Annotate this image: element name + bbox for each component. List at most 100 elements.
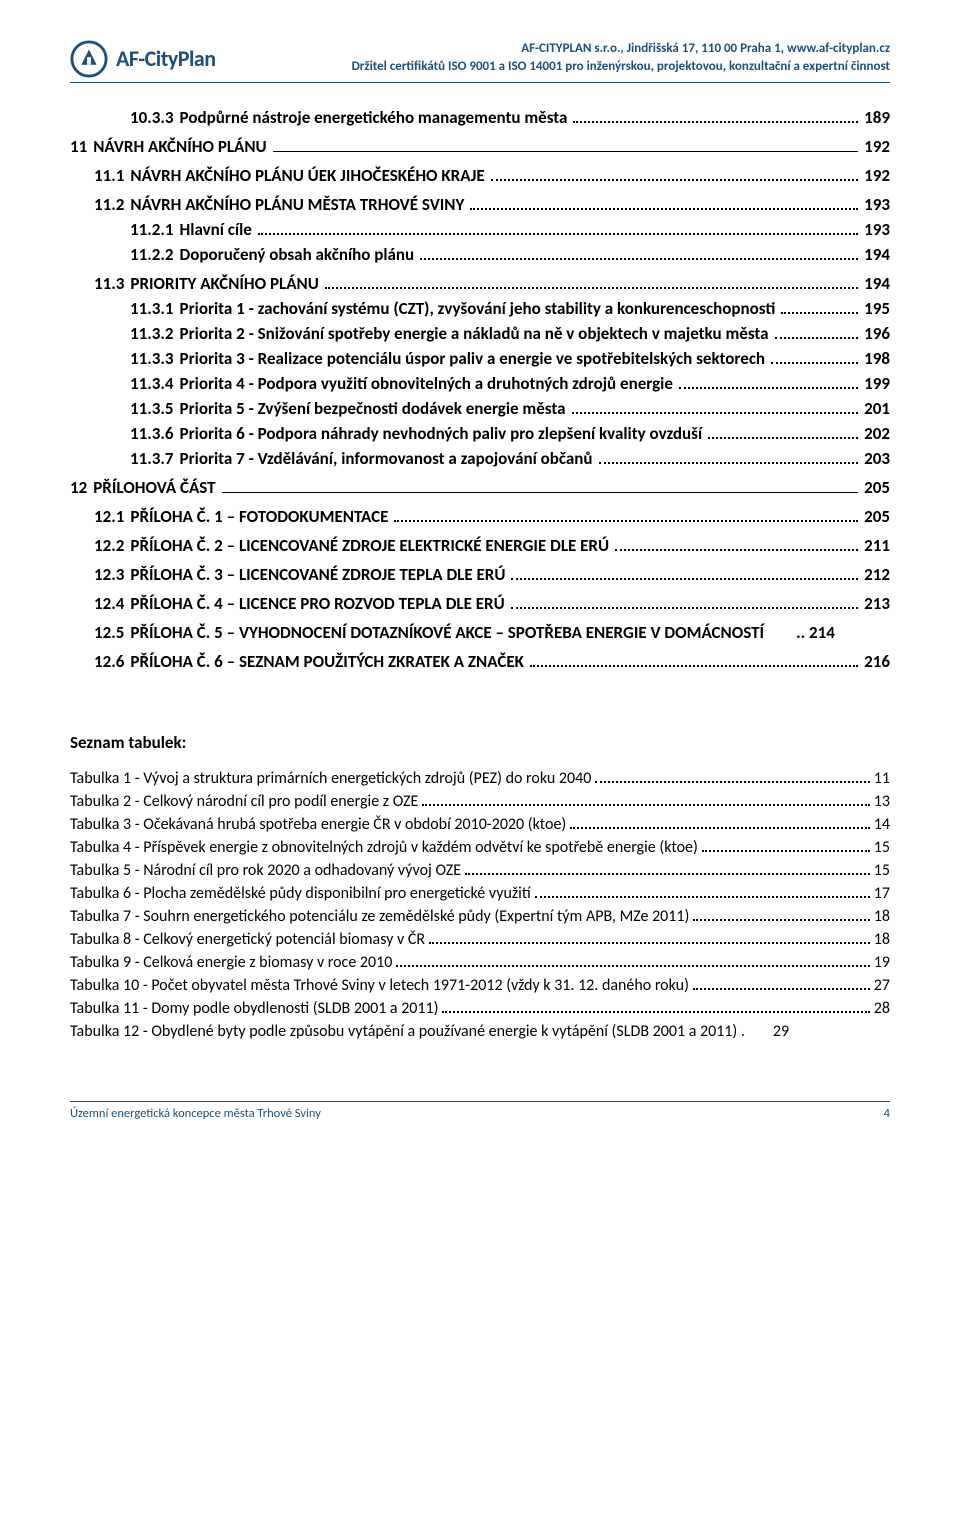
table-list-entry[interactable]: Tabulka 5 - Národní cíl pro rok 2020 a o… [70, 861, 890, 880]
logo-block: AF-CityPlan [70, 40, 216, 78]
table-title: Tabulka 12 - Obydlené byty podle způsobu… [70, 1022, 745, 1041]
tables-heading: Seznam tabulek: [70, 732, 890, 753]
table-list-entry[interactable]: Tabulka 9 - Celková energie z biomasy v … [70, 953, 890, 972]
company-line: AF-CITYPLAN s.r.o., Jindřišská 17, 110 0… [216, 40, 890, 58]
table-title: Tabulka 4 - Příspěvek energie z obnovite… [70, 838, 698, 857]
table-title: Tabulka 1 - Vývoj a struktura primárních… [70, 769, 591, 788]
table-page: 29 [773, 1022, 789, 1041]
toc-entry[interactable]: 11NÁVRH AKČNÍHO PLÁNU192 [70, 136, 890, 157]
toc-title: NÁVRH AKČNÍHO PLÁNU ÚEK JIHOČESKÉHO KRAJ… [130, 165, 484, 186]
toc-title: Podpůrné nástroje energetického manageme… [180, 107, 568, 128]
toc-number: 11.3.2 [130, 323, 174, 344]
toc-page: 205 [864, 477, 890, 498]
toc-title: Priorita 2 - Snižování spotřeby energie … [180, 323, 769, 344]
toc-container: 10.3.3 Podpůrné nástroje energetického ma… [70, 107, 890, 672]
toc-leader [511, 578, 858, 580]
toc-entry[interactable]: 12.6PŘÍLOHA Č. 6 – SEZNAM POUŽITÝCH ZKRA… [94, 651, 890, 672]
toc-number: 12.2 [94, 535, 124, 556]
toc-entry[interactable]: 11.2.2Doporučený obsah akčního plánu194 [130, 244, 890, 265]
toc-entry[interactable]: 11.1NÁVRH AKČNÍHO PLÁNU ÚEK JIHOČESKÉHO … [94, 165, 890, 186]
toc-title: Priorita 1 - zachování systému (CZT), zv… [180, 298, 776, 319]
toc-entry[interactable]: 11.2NÁVRH AKČNÍHO PLÁNU MĚSTA TRHOVÉ SVI… [94, 194, 890, 215]
toc-title: PŘÍLOHA Č. 2 – LICENCOVANÉ ZDROJE ELEKTR… [130, 535, 609, 556]
toc-entry[interactable]: 11.3PRIORITY AKČNÍHO PLÁNU194 [94, 273, 890, 294]
toc-entry[interactable]: 11.3.5Priorita 5 - Zvýšení bezpečnosti d… [130, 398, 890, 419]
table-list-entry[interactable]: Tabulka 1 - Vývoj a struktura primárních… [70, 769, 890, 788]
toc-entry[interactable]: 12 PŘÍLOHOVÁ ČÁST 205 [70, 477, 890, 498]
toc-page: 211 [864, 535, 890, 556]
toc-title: Doporučený obsah akčního plánu [180, 244, 415, 265]
toc-number: 11.3.1 [130, 298, 174, 319]
table-title: Tabulka 6 - Plocha zemědělské půdy dispo… [70, 884, 531, 903]
table-list-entry[interactable]: Tabulka 3 - Očekávaná hrubá spotřeba ene… [70, 815, 890, 834]
toc-leader [222, 492, 859, 493]
toc-leader [679, 387, 858, 389]
table-page: 17 [874, 884, 890, 903]
toc-title: Priorita 4 - Podpora využití obnovitelný… [180, 373, 673, 394]
toc-page: 195 [864, 298, 890, 319]
toc-page: 216 [864, 651, 890, 672]
table-page: 14 [874, 815, 890, 834]
toc-number: 12 [70, 477, 87, 498]
table-page: 15 [874, 838, 890, 857]
toc-title: PŘÍLOHA Č. 1 – FOTODOKUMENTACE [130, 506, 388, 527]
toc-entry[interactable]: 12.2 PŘÍLOHA Č. 2 – LICENCOVANÉ ZDROJE EL… [94, 535, 890, 556]
table-title: Tabulka 3 - Očekávaná hrubá spotřeba ene… [70, 815, 566, 834]
footer-page-number: 4 [884, 1106, 890, 1121]
table-list-entry[interactable]: Tabulka 11 - Domy podle obydlenosti (SLD… [70, 999, 890, 1018]
table-leader [693, 988, 870, 990]
toc-entry[interactable]: 12.3PŘÍLOHA Č. 3 – LICENCOVANÉ ZDROJE TE… [94, 564, 890, 585]
toc-leader [491, 179, 858, 181]
table-list-entry[interactable]: Tabulka 10 - Počet obyvatel města Trhové… [70, 976, 890, 995]
toc-leader [470, 208, 858, 210]
table-leader [442, 1011, 869, 1013]
toc-page: 189 [864, 107, 890, 128]
toc-leader [394, 520, 858, 522]
table-page: 13 [874, 792, 890, 811]
toc-entry[interactable]: 11.3.4Priorita 4 - Podpora využití obnov… [130, 373, 890, 394]
toc-entry[interactable]: 11.3.7Priorita 7 - Vzdělávání, informova… [130, 448, 890, 469]
table-leader [396, 965, 869, 967]
toc-page: 194 [864, 244, 890, 265]
toc-page: 202 [864, 423, 890, 444]
table-page: 15 [874, 861, 890, 880]
toc-title: PŘÍLOHA Č. 5 – VYHODNOCENÍ DOTAZNÍKOVÉ A… [130, 622, 764, 643]
toc-title: PRIORITY AKČNÍHO PLÁNU [130, 273, 318, 294]
toc-page: 196 [864, 323, 890, 344]
toc-entry[interactable]: 10.3.3 Podpůrné nástroje energetického ma… [130, 107, 890, 128]
toc-entry[interactable]: 11.3.6Priorita 6 - Podpora náhrady nevho… [130, 423, 890, 444]
logo-text: AF-CityPlan [116, 48, 216, 70]
toc-page: 213 [864, 593, 890, 614]
toc-entry[interactable]: 11.3.3Priorita 3 - Realizace potenciálu … [130, 348, 890, 369]
toc-leader [420, 258, 858, 260]
table-list-entry[interactable]: Tabulka 6 - Plocha zemědělské půdy dispo… [70, 884, 890, 903]
toc-entry[interactable]: 12.4PŘÍLOHA Č. 4 – LICENCE PRO ROZVOD TE… [94, 593, 890, 614]
toc-title: Hlavní cíle [180, 219, 252, 240]
toc-entry[interactable]: 11.3.1 Priorita 1 - zachování systému (CZ… [130, 298, 890, 319]
logo-icon [70, 40, 108, 78]
toc-title: PŘÍLOHA Č. 6 – SEZNAM POUŽITÝCH ZKRATEK … [130, 651, 524, 672]
toc-entry[interactable]: 12.1 PŘÍLOHA Č. 1 – FOTODOKUMENTACE 205 [94, 506, 890, 527]
toc-number: 11.3 [94, 273, 124, 294]
toc-leader [781, 312, 858, 314]
toc-number: 12.1 [94, 506, 124, 527]
table-list-entry[interactable]: Tabulka 12 - Obydlené byty podle způsobu… [70, 1022, 890, 1041]
table-title: Tabulka 11 - Domy podle obydlenosti (SLD… [70, 999, 438, 1018]
toc-entry[interactable]: 11.2.1Hlavní cíle193 [130, 219, 890, 240]
toc-title: Priorita 3 - Realizace potenciálu úspor … [180, 348, 766, 369]
toc-title: PŘÍLOHOVÁ ČÁST [93, 477, 215, 498]
table-list-entry[interactable]: Tabulka 7 - Souhrn energetického potenci… [70, 907, 890, 926]
toc-entry[interactable]: 12.5 PŘÍLOHA Č. 5 – VYHODNOCENÍ DOTAZNÍKO… [94, 622, 890, 643]
toc-page: 205 [864, 506, 890, 527]
toc-number: 10.3.3 [130, 107, 174, 128]
table-title: Tabulka 8 - Celkový energetický potenciá… [70, 930, 425, 949]
table-list-entry[interactable]: Tabulka 4 - Příspěvek energie z obnovite… [70, 838, 890, 857]
header-right: AF-CITYPLAN s.r.o., Jindřišská 17, 110 0… [216, 40, 890, 76]
table-leader [595, 781, 869, 783]
toc-entry[interactable]: 11.3.2 Priorita 2 - Snižování spotřeby en… [130, 323, 890, 344]
table-list-entry[interactable]: Tabulka 8 - Celkový energetický potenciá… [70, 930, 890, 949]
toc-number: 12.5 [94, 622, 124, 643]
table-list-entry[interactable]: Tabulka 2 - Celkový národní cíl pro podí… [70, 792, 890, 811]
table-leader [535, 896, 870, 898]
footer-left: Územní energetická koncepce města Trhové… [70, 1106, 321, 1121]
